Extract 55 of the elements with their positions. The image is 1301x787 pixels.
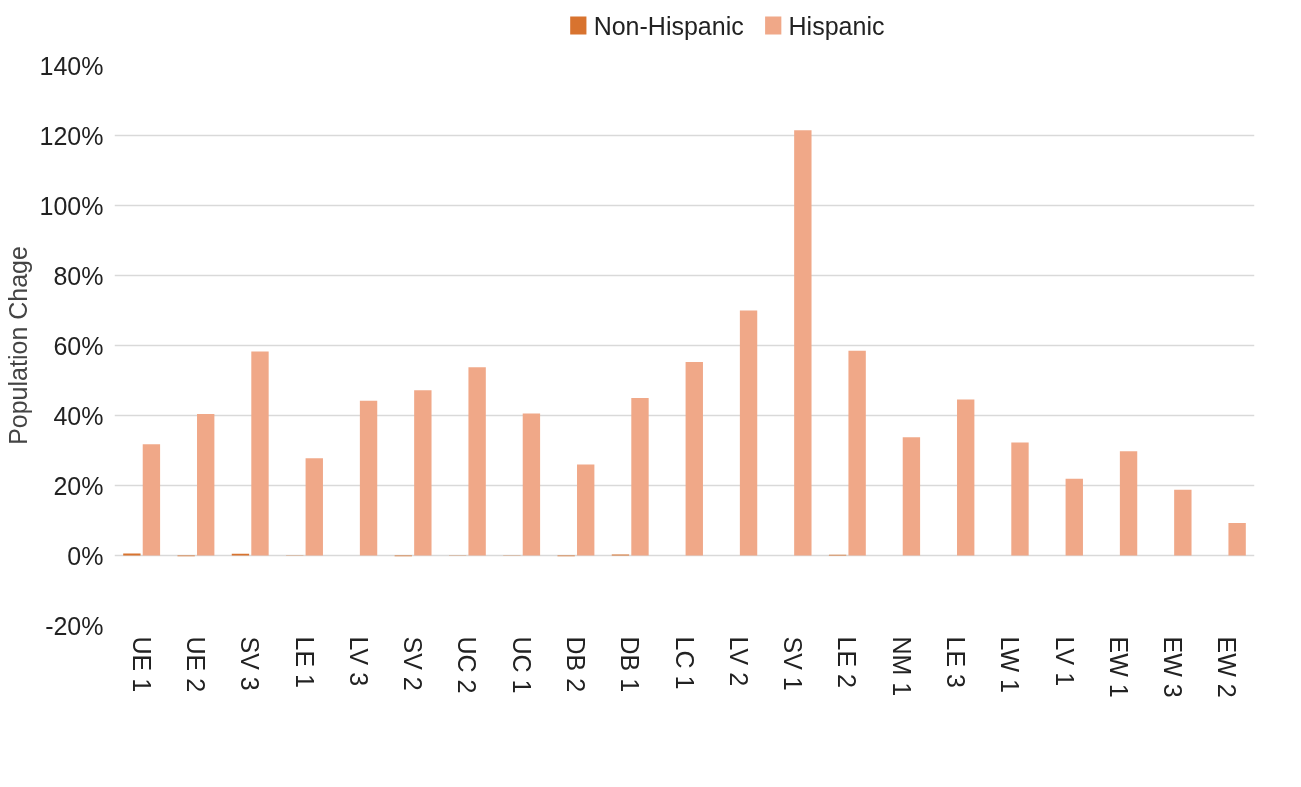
bar bbox=[197, 414, 215, 556]
x-tick-label: NM 1 bbox=[887, 636, 916, 697]
x-tick-label: DB 1 bbox=[616, 636, 645, 693]
x-tick-label: LE 1 bbox=[290, 636, 319, 688]
bar bbox=[305, 458, 323, 556]
y-tick-label: 40% bbox=[53, 401, 104, 430]
x-tick-label: SV 2 bbox=[399, 636, 428, 691]
bar bbox=[631, 398, 649, 556]
bar bbox=[902, 437, 921, 556]
bar bbox=[123, 553, 141, 556]
bar bbox=[794, 130, 812, 556]
bar bbox=[1011, 442, 1029, 556]
bar bbox=[685, 361, 703, 556]
y-axis-title: Population Chage bbox=[3, 246, 32, 445]
x-tick-label: UE 1 bbox=[127, 636, 156, 693]
x-tick-label: SV 1 bbox=[779, 636, 808, 691]
y-tick-label: -20% bbox=[45, 611, 104, 640]
x-tick-label: EW 2 bbox=[1213, 636, 1242, 698]
bar bbox=[848, 350, 866, 556]
y-tick-label: 0% bbox=[67, 541, 104, 570]
x-tick-label: EW 3 bbox=[1159, 636, 1188, 698]
y-tick-label: 80% bbox=[53, 261, 104, 290]
bar bbox=[957, 399, 975, 556]
bar bbox=[1228, 522, 1246, 556]
bar bbox=[251, 351, 269, 556]
y-tick-label: 120% bbox=[39, 121, 104, 150]
x-tick-label: UC 1 bbox=[507, 636, 536, 694]
x-tick-label: UC 2 bbox=[453, 636, 482, 694]
bar bbox=[1119, 451, 1138, 556]
x-tick-label: SV 3 bbox=[236, 636, 265, 691]
x-tick-label: LW 1 bbox=[996, 636, 1025, 693]
x-tick-label: DB 2 bbox=[561, 636, 590, 693]
y-tick-label: 140% bbox=[39, 51, 104, 80]
legend-label: Hispanic bbox=[788, 11, 885, 40]
bar bbox=[142, 444, 161, 556]
y-tick-label: 60% bbox=[53, 331, 104, 360]
y-tick-label: 20% bbox=[53, 471, 104, 500]
x-tick-label: LC 1 bbox=[670, 636, 699, 690]
bar bbox=[359, 400, 378, 556]
x-tick-label: LE 2 bbox=[833, 636, 862, 688]
x-tick-label: UE 2 bbox=[181, 636, 210, 693]
y-tick-label: 100% bbox=[39, 191, 104, 220]
x-tick-label: LV 1 bbox=[1050, 636, 1079, 687]
x-tick-label: LV 3 bbox=[344, 636, 373, 687]
bar bbox=[414, 390, 432, 556]
bar bbox=[1174, 489, 1192, 556]
x-tick-label: EW 1 bbox=[1104, 636, 1133, 698]
bar bbox=[522, 413, 541, 556]
bar bbox=[1065, 478, 1083, 556]
bar bbox=[468, 367, 486, 556]
bar bbox=[577, 464, 595, 556]
bar bbox=[739, 310, 758, 556]
legend-label: Non-Hispanic bbox=[593, 11, 744, 40]
x-tick-label: LV 2 bbox=[724, 636, 753, 687]
x-tick-label: LE 3 bbox=[941, 636, 970, 688]
